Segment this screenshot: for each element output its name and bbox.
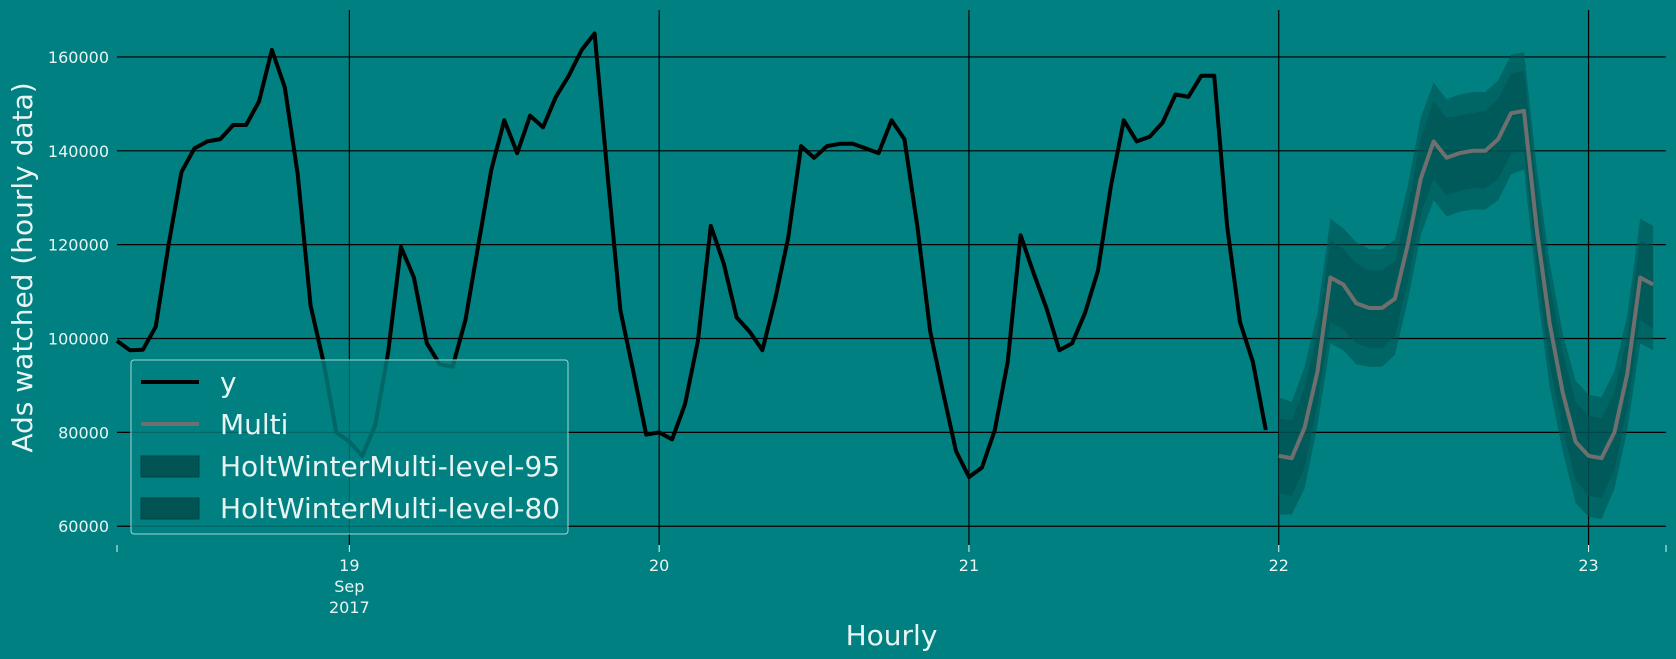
series-line-Multi bbox=[1278, 108, 1655, 461]
y-tick-label: 60000 bbox=[58, 517, 109, 536]
band-HoltWinterMulti-level-80 bbox=[1278, 71, 1654, 499]
x-tick-label: 22 bbox=[1269, 556, 1289, 575]
x-tick-label: 23 bbox=[1578, 556, 1598, 575]
series-line-y bbox=[115, 31, 1268, 479]
legend-label: HoltWinterMulti-level-80 bbox=[220, 492, 560, 525]
y-tick-label: 120000 bbox=[48, 236, 109, 255]
y-tick-label: 80000 bbox=[58, 423, 109, 442]
y-tick-label: 100000 bbox=[48, 330, 109, 349]
y-tick-label: 140000 bbox=[48, 142, 109, 161]
legend-label: y bbox=[220, 366, 237, 399]
x-tick-label: Sep bbox=[334, 577, 364, 596]
legend-patch-swatch bbox=[140, 497, 200, 520]
x-axis-title: Hourly bbox=[846, 619, 938, 652]
legend-label: HoltWinterMulti-level-95 bbox=[220, 450, 560, 483]
legend-frame bbox=[130, 359, 569, 535]
x-tick-label: 19 bbox=[339, 556, 359, 575]
x-tick-label: 21 bbox=[959, 556, 979, 575]
legend: y Multi HoltWinterMulti-level-95 HoltWinter… bbox=[130, 359, 569, 535]
legend-label: Multi bbox=[220, 408, 288, 441]
series-lines bbox=[115, 31, 1655, 479]
legend-patch-swatch bbox=[140, 455, 200, 478]
axis-ticks: 60000 80000 100000 120000 140000 160000 19 Sep 2… bbox=[48, 48, 1667, 617]
interval-bands bbox=[1278, 52, 1654, 520]
x-tick-label: 2017 bbox=[329, 598, 370, 617]
x-tick-label: 20 bbox=[649, 556, 669, 575]
y-tick-label: 160000 bbox=[48, 48, 109, 67]
y-axis-title: Ads watched (hourly data) bbox=[6, 82, 39, 452]
